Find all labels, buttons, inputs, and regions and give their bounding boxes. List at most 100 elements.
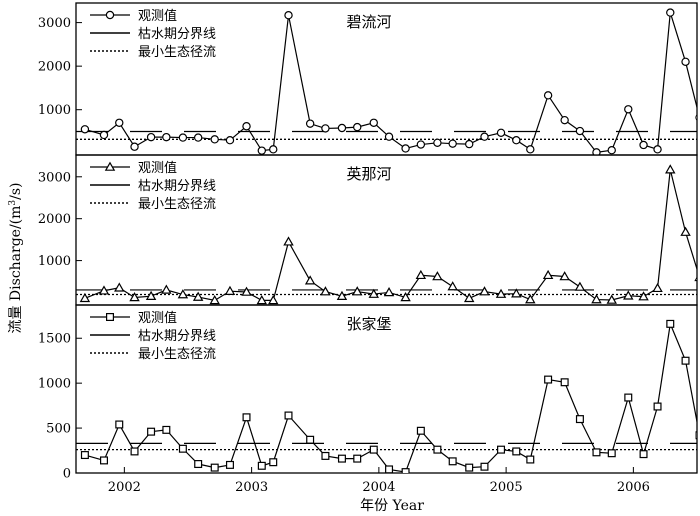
data-point	[383, 287, 395, 297]
observed-series	[80, 8, 697, 155]
data-point	[162, 132, 171, 142]
data-point	[269, 458, 278, 467]
y-tick-label: 2000	[38, 60, 71, 75]
data-point	[99, 130, 109, 140]
data-point	[193, 133, 203, 142]
data-point	[695, 114, 697, 121]
data-point	[242, 122, 251, 131]
data-point	[559, 271, 570, 281]
legend-min-eco-flow: 最小生态径流	[138, 197, 216, 212]
data-point	[225, 460, 234, 469]
data-point	[624, 393, 633, 402]
x-tick-label: 2003	[235, 480, 268, 495]
legend-dry-threshold: 枯水期分界线	[138, 179, 216, 194]
data-point	[105, 10, 115, 20]
data-point	[695, 431, 697, 440]
data-point	[416, 426, 425, 435]
data-point	[666, 319, 675, 328]
data-point	[161, 284, 172, 294]
data-point	[694, 276, 697, 282]
data-point	[104, 161, 116, 171]
legend-observed: 观测值	[138, 310, 177, 326]
data-point	[321, 124, 330, 133]
data-point	[80, 125, 90, 134]
data-point	[526, 455, 535, 464]
data-point	[653, 145, 662, 154]
data-point	[416, 140, 426, 149]
y-tick-label: 1000	[38, 254, 71, 269]
data-point	[336, 290, 348, 301]
panel-title: 英那河	[346, 165, 391, 183]
x-tick-label: 2005	[490, 480, 523, 495]
x-tick-label: 2004	[362, 480, 395, 495]
y-tick-label: 1500	[38, 332, 71, 347]
data-point	[681, 356, 690, 365]
data-point	[353, 454, 362, 463]
data-point	[575, 415, 584, 424]
legend-observed: 观测值	[138, 8, 177, 24]
data-point	[337, 454, 346, 463]
data-point	[114, 282, 125, 292]
data-point	[385, 465, 394, 473]
observed-series	[79, 164, 697, 305]
data-point	[560, 378, 569, 387]
data-point	[98, 285, 110, 295]
data-point	[592, 448, 601, 457]
data-point	[105, 313, 114, 322]
data-point	[130, 142, 139, 151]
data-point	[680, 226, 691, 236]
data-point	[606, 294, 617, 304]
data-point	[115, 420, 124, 429]
legend-dry-threshold: 枯水期分界线	[138, 329, 216, 344]
svg-text:流量 Discharge/(m3/s): 流量 Discharge/(m3/s)	[8, 182, 24, 333]
data-point	[496, 128, 506, 137]
data-point	[653, 402, 662, 411]
data-point	[284, 411, 293, 420]
observed-line	[84, 12, 697, 154]
data-point	[145, 290, 157, 301]
data-point	[480, 132, 489, 141]
data-point	[224, 285, 236, 295]
data-point	[465, 463, 474, 472]
y-tick-label: 2000	[38, 212, 71, 227]
observed-line	[84, 321, 697, 473]
data-point	[129, 292, 140, 302]
panel-title: 张家堡	[346, 315, 391, 333]
data-point	[304, 275, 316, 285]
legend-observed: 观测值	[138, 160, 177, 176]
data-point	[479, 286, 490, 296]
data-point	[210, 135, 219, 144]
data-point	[512, 135, 521, 145]
x-axis-label: 年份 Year	[360, 498, 424, 514]
data-point	[542, 269, 554, 280]
data-point	[242, 413, 251, 422]
panel-title: 碧流河	[346, 13, 391, 31]
data-point	[415, 269, 427, 280]
y-axis-label-superscript: 3	[8, 200, 18, 206]
data-point	[638, 291, 649, 301]
data-point	[79, 292, 91, 303]
data-point	[592, 148, 601, 155]
data-point	[241, 286, 252, 296]
observed-series	[80, 319, 697, 473]
data-point	[337, 123, 347, 133]
data-point	[574, 281, 586, 291]
y-tick-label: 1000	[38, 103, 71, 118]
data-point	[268, 294, 279, 305]
y-tick-label: 1000	[38, 377, 71, 392]
x-axis-ticks: 2002 2003 2004 2005 2006	[108, 467, 650, 495]
data-point	[666, 8, 675, 17]
data-point	[511, 288, 522, 298]
data-point	[352, 286, 363, 296]
data-point	[209, 294, 220, 305]
data-point	[681, 57, 690, 66]
data-point	[369, 445, 378, 454]
x-tick-label: 2002	[108, 480, 141, 495]
data-point	[480, 462, 489, 471]
data-point	[368, 288, 380, 298]
